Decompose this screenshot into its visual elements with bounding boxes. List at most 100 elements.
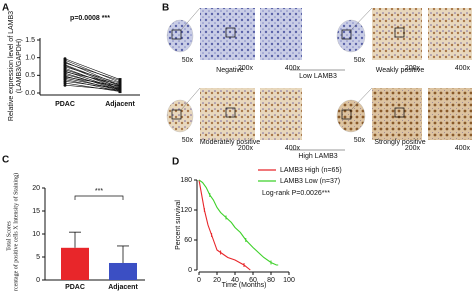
pair-point	[118, 79, 122, 83]
x-tick-label: 80	[267, 277, 275, 284]
pair-line	[64, 59, 121, 83]
y-tick-label: 10	[32, 231, 40, 238]
tissue-section	[166, 19, 194, 53]
panel-letter: A	[2, 3, 9, 14]
panel-letter: C	[2, 155, 9, 166]
zoom-box	[341, 29, 352, 40]
zoom-line	[350, 7, 373, 31]
pair-point	[118, 82, 122, 86]
zoom-box	[394, 107, 405, 118]
micrograph	[260, 8, 302, 60]
y-tick-label: 0	[188, 267, 192, 274]
pair-line	[64, 76, 121, 87]
bar	[109, 262, 137, 280]
x-tick-label: PDAC	[55, 101, 75, 108]
stain-label: Moderately positive	[200, 139, 260, 146]
x-tick-label: PDAC	[65, 284, 85, 291]
pair-point	[63, 81, 67, 85]
significance-bracket	[74, 195, 124, 200]
magnification-label: 200x	[238, 65, 254, 72]
y-axis-label: Total Scores	[6, 220, 12, 250]
micrograph	[260, 88, 302, 140]
magnification-label: 50x	[182, 57, 194, 64]
y-tick-label: 0	[36, 277, 40, 284]
group-label: Low LAMB3	[299, 73, 337, 80]
tissue-section	[166, 99, 194, 133]
magnification-label: 200x	[405, 145, 421, 152]
magnification-label: 400x	[455, 145, 471, 152]
y-tick-label: 0.0	[25, 90, 35, 97]
y-tick-label: 0.5	[25, 72, 35, 79]
micrograph	[372, 88, 422, 140]
x-tick-label: 40	[231, 277, 239, 284]
y-tick-label: 180	[180, 177, 192, 184]
y-tick-label: 5	[36, 254, 40, 261]
pair-line	[64, 58, 121, 80]
x-tick-label: Adjacent	[108, 284, 138, 291]
y-tick-label: 120	[180, 207, 192, 214]
y-tick-label: 15	[32, 208, 40, 215]
micrograph	[200, 88, 255, 140]
magnification-label: 50x	[354, 137, 366, 144]
y-tick-label: 1.5	[25, 37, 35, 44]
bar	[61, 247, 89, 280]
pair-line	[64, 81, 121, 90]
pair-line	[64, 66, 121, 84]
micrograph	[428, 8, 472, 60]
stain-label: Negative	[216, 67, 244, 74]
panel-letter: D	[172, 157, 179, 168]
zoom-line	[350, 87, 373, 111]
magnification-label: 400x	[285, 145, 301, 152]
x-tick-label: Adjacent	[105, 101, 135, 108]
survival-curve	[198, 179, 279, 266]
stain-label: Strongly positive	[374, 139, 425, 146]
zoom-line	[180, 87, 201, 111]
annotation: Log-rank P=0.0026***	[262, 190, 330, 197]
magnification-label: 400x	[455, 65, 471, 72]
zoom-box	[394, 27, 405, 38]
pair-point	[63, 83, 67, 87]
x-tick-label: 60	[249, 277, 257, 284]
group-label: High LAMB3	[298, 153, 337, 160]
pair-point	[118, 88, 122, 92]
zoom-line	[180, 7, 201, 31]
pair-line	[64, 82, 121, 92]
y-axis-label: (Percentage of positive cells X Intensit…	[12, 173, 19, 291]
survival-curve	[198, 179, 251, 271]
y-axis-label: Relative expression level of LAMB3	[8, 11, 15, 121]
pair-line	[64, 62, 121, 81]
zoom-box	[225, 107, 236, 118]
zoom-box	[171, 29, 182, 40]
y-axis-label: (LAMB3/GAPDH)	[16, 39, 23, 93]
zoom-box	[225, 27, 236, 38]
y-tick-label: 60	[184, 237, 192, 244]
legend-label: LAMB3 High (n=65)	[280, 167, 342, 174]
magnification-label: 50x	[182, 137, 194, 144]
micrograph	[372, 8, 422, 60]
panel-letter: B	[162, 3, 169, 14]
magnification-label: 400x	[285, 65, 301, 72]
pair-point	[118, 84, 122, 88]
magnification-label: 200x	[405, 65, 421, 72]
x-tick-label: 0	[197, 277, 201, 284]
pair-line	[64, 84, 121, 91]
x-tick-label: 100	[283, 277, 295, 284]
pair-line	[64, 71, 121, 85]
annotation: ***	[95, 188, 103, 195]
x-axis-label: Time (Months)	[222, 282, 267, 289]
pair-line	[64, 67, 121, 90]
zoom-box	[341, 109, 352, 120]
x-tick-label: 20	[213, 277, 221, 284]
stain-label: Weakly positive	[376, 67, 425, 74]
zoom-box	[171, 109, 182, 120]
micrograph	[200, 8, 255, 60]
y-tick-label: 20	[32, 185, 40, 192]
y-axis-label: Percent survival	[175, 200, 182, 250]
magnification-label: 50x	[354, 57, 366, 64]
y-tick-label: 1.0	[25, 55, 35, 62]
micrograph	[428, 88, 472, 140]
magnification-label: 200x	[238, 145, 254, 152]
legend-label: LAMB3 Low (n=37)	[280, 178, 340, 185]
annotation: p=0.0008 ***	[70, 15, 110, 22]
